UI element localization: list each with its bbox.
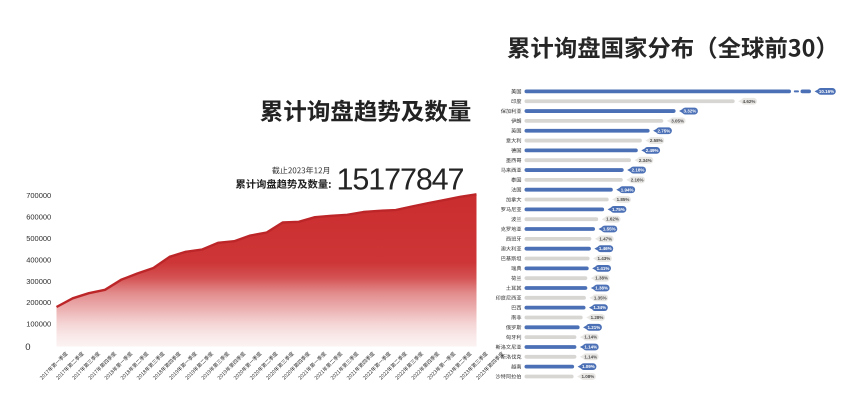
- svg-text:1.85%: 1.85%: [617, 197, 630, 202]
- svg-text:2.58%: 2.58%: [650, 138, 663, 143]
- svg-text:2.49%: 2.49%: [646, 148, 659, 153]
- svg-text:400000: 400000: [26, 255, 51, 264]
- svg-text:1.14%: 1.14%: [584, 335, 597, 340]
- svg-text:1.47%: 1.47%: [599, 236, 612, 241]
- svg-text:2.16%: 2.16%: [631, 177, 644, 182]
- svg-text:1.62%: 1.62%: [606, 217, 619, 222]
- svg-text:1.35%: 1.35%: [594, 295, 607, 300]
- svg-text:600000: 600000: [26, 213, 51, 222]
- svg-text:2.34%: 2.34%: [639, 158, 652, 163]
- svg-text:1.55%: 1.55%: [603, 227, 616, 232]
- svg-text:15177847: 15177847: [337, 162, 464, 196]
- svg-text:1.38%: 1.38%: [595, 276, 608, 281]
- svg-text:1.09%: 1.09%: [582, 364, 595, 369]
- svg-text:1.41%: 1.41%: [597, 266, 610, 271]
- svg-text:1.14%: 1.14%: [584, 354, 597, 359]
- svg-text:3.32%: 3.32%: [684, 109, 697, 114]
- svg-text:1.28%: 1.28%: [591, 315, 604, 320]
- svg-text:1.08%: 1.08%: [582, 374, 595, 379]
- svg-text:10.16%: 10.16%: [819, 89, 834, 94]
- svg-text:300000: 300000: [26, 277, 51, 286]
- svg-text:1.34%: 1.34%: [593, 305, 606, 310]
- svg-text:2.75%: 2.75%: [658, 128, 671, 133]
- svg-text:700000: 700000: [26, 191, 51, 200]
- svg-text:1.14%: 1.14%: [584, 345, 597, 350]
- svg-text:200000: 200000: [26, 298, 51, 307]
- svg-text:1.75%: 1.75%: [612, 207, 625, 212]
- svg-text:0: 0: [25, 342, 30, 353]
- svg-text:1.46%: 1.46%: [599, 246, 612, 251]
- svg-text:1.38%: 1.38%: [595, 286, 608, 291]
- svg-text:500000: 500000: [26, 234, 51, 243]
- svg-text:1.94%: 1.94%: [621, 187, 634, 192]
- svg-text:3.05%: 3.05%: [671, 118, 684, 123]
- svg-text:2.18%: 2.18%: [632, 168, 645, 173]
- svg-text:1.43%: 1.43%: [598, 256, 611, 261]
- svg-text:100000: 100000: [26, 320, 51, 329]
- svg-text:4.62%: 4.62%: [743, 99, 756, 104]
- svg-text:1.21%: 1.21%: [588, 325, 601, 330]
